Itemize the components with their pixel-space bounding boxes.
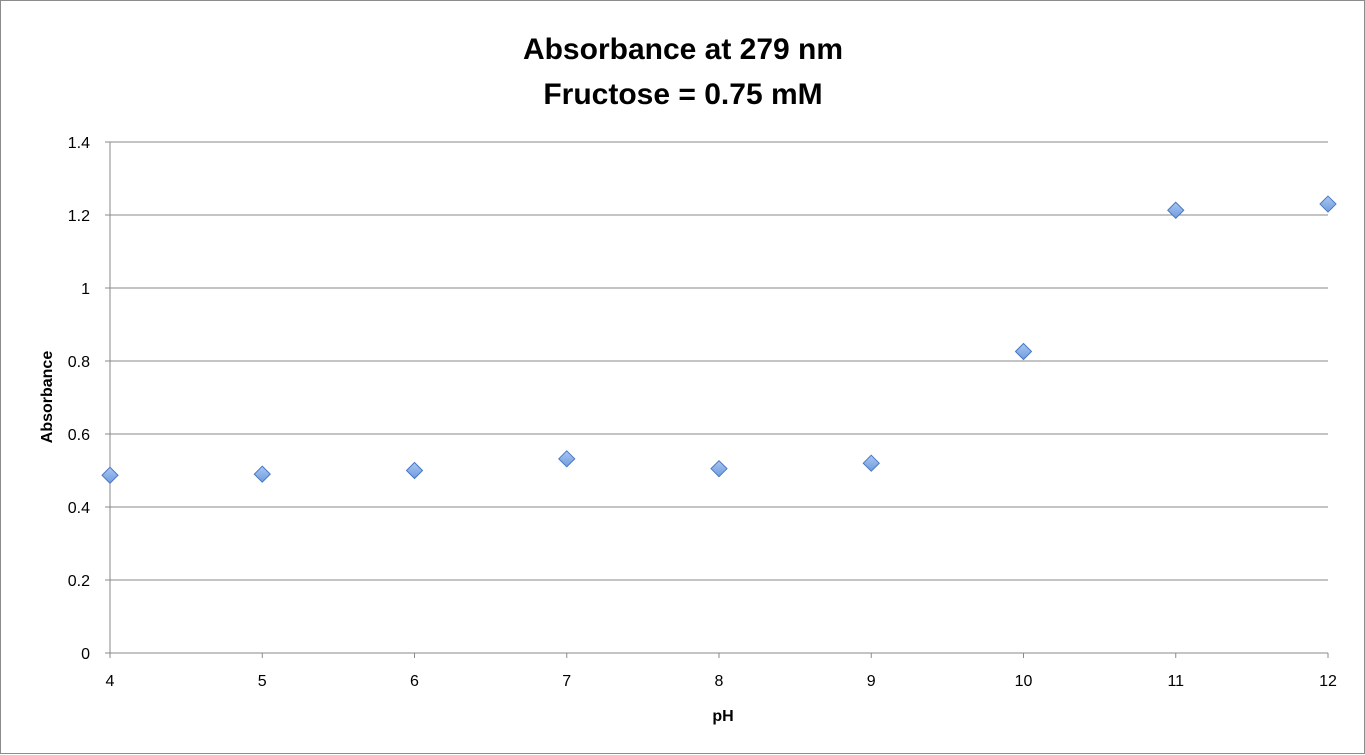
y-tick-label: 1 bbox=[81, 281, 90, 298]
chart-title-line-2: Fructose = 0.75 mM bbox=[543, 78, 822, 111]
x-tick-label: 10 bbox=[1015, 673, 1033, 690]
x-tick-label: 9 bbox=[867, 673, 876, 690]
x-tick-label: 5 bbox=[258, 673, 267, 690]
y-tick-label: 1.4 bbox=[68, 135, 90, 152]
y-tick-label: 0.2 bbox=[68, 573, 90, 590]
data-point bbox=[862, 454, 880, 472]
x-tick-label: 12 bbox=[1319, 673, 1337, 690]
x-tick-label: 4 bbox=[106, 673, 115, 690]
y-axis-label: Absorbance bbox=[39, 351, 56, 444]
y-tick-labels: 0 0.2 0.4 0.6 0.8 1 1.2 1.4 bbox=[68, 135, 110, 663]
y-tick-label: 0.4 bbox=[68, 500, 90, 517]
axes bbox=[109, 142, 1328, 654]
y-tick-label: 1.2 bbox=[68, 208, 90, 225]
data-point bbox=[253, 465, 271, 483]
gridlines bbox=[110, 141, 1328, 581]
data-point bbox=[101, 466, 119, 484]
x-tick-label: 11 bbox=[1167, 673, 1184, 690]
chart-title-line-1: Absorbance at 279 nm bbox=[523, 33, 843, 66]
x-tick-label: 7 bbox=[562, 673, 571, 690]
x-tick-label: 8 bbox=[715, 673, 724, 690]
x-tick-labels: 4 5 6 7 8 9 10 11 12 bbox=[106, 653, 1337, 690]
data-point bbox=[1319, 195, 1337, 213]
data-point bbox=[405, 461, 424, 480]
data-point bbox=[710, 459, 728, 478]
data-point bbox=[1014, 342, 1033, 361]
y-tick-label: 0 bbox=[81, 646, 90, 663]
x-tick-label: 6 bbox=[410, 673, 419, 690]
data-points bbox=[101, 195, 1337, 484]
data-point bbox=[558, 450, 576, 468]
y-tick-label: 0.8 bbox=[68, 354, 90, 371]
y-tick-label: 0.6 bbox=[68, 427, 90, 444]
x-axis-label: pH bbox=[712, 708, 733, 725]
data-point bbox=[1167, 201, 1185, 219]
